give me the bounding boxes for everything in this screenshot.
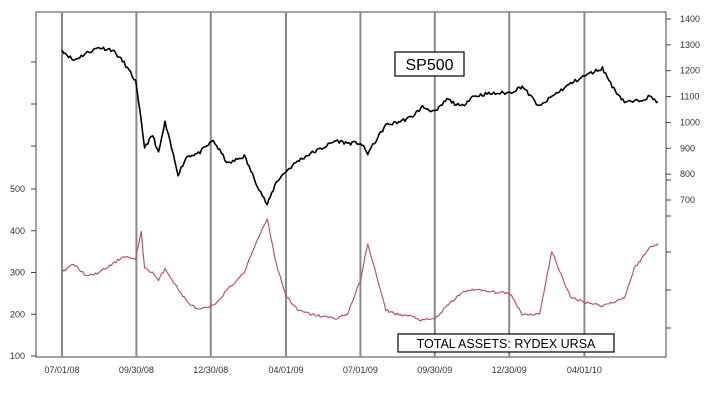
x-tick-label: 09/30/08 [119,365,154,375]
x-tick-label: 04/01/09 [268,365,303,375]
left-tick-label: 200 [10,309,25,319]
right-tick-label: 1000 [680,117,700,127]
rydex-ursa-label-text: TOTAL ASSETS: RYDEX URSA [417,337,596,351]
plot-frame [35,11,667,358]
right-tick-label: 800 [680,169,695,179]
rydex-ursa-label: TOTAL ASSETS: RYDEX URSA [397,333,615,353]
x-tick-label: 04/01/10 [567,365,602,375]
x-tick-label: 12/30/08 [193,365,228,375]
sp500-line [61,46,659,206]
right-tick-label: 900 [680,143,695,153]
right-tick-label: 700 [680,195,695,205]
right-tick-label: 1300 [680,40,700,50]
sp500-label: SP500 [394,51,465,77]
x-gridlines [61,12,586,357]
right-axis: 1400 1300 1200 1100 1000 900 800 700 [666,14,700,329]
left-tick-label: 100 [10,351,25,361]
left-tick-label: 500 [10,184,25,194]
x-tick-label: 07/01/09 [343,365,378,375]
series-layer [61,46,659,322]
right-tick-label: 1200 [680,66,700,76]
rydex-ursa-assets-shadow [61,218,659,321]
x-tick-label: 07/01/08 [44,365,79,375]
sp500-label-text: SP500 [405,57,453,74]
right-tick-label: 1100 [680,92,699,102]
x-tick-label: 12/30/09 [492,365,527,375]
right-tick-label: 1400 [680,14,700,24]
left-axis: 500 400 300 200 100 [10,61,36,361]
x-tick-label: 09/30/09 [417,365,452,375]
left-tick-label: 300 [10,268,25,278]
left-tick-label: 400 [10,226,25,236]
x-axis: 07/01/08 09/30/08 12/30/08 04/01/09 07/01/09… [44,365,601,375]
